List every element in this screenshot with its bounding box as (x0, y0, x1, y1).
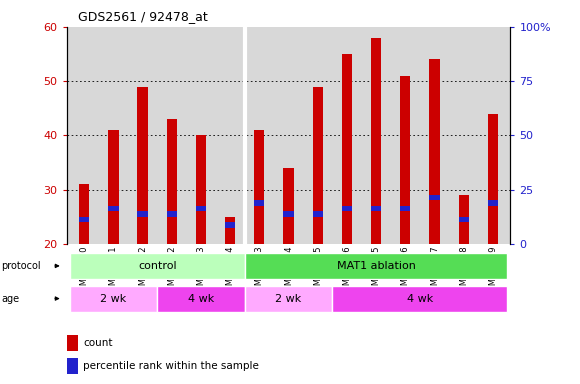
Bar (332, 286, 508, 311)
Bar (313, 211, 323, 217)
Bar (284, 211, 293, 217)
Text: 2 wk: 2 wk (100, 293, 126, 304)
Bar (157, 286, 245, 311)
Bar (459, 217, 469, 222)
Bar (196, 136, 206, 244)
Bar (166, 119, 177, 244)
Bar (254, 200, 264, 206)
Bar (488, 200, 498, 206)
Bar (225, 222, 235, 228)
Text: 2 wk: 2 wk (276, 293, 302, 304)
Bar (79, 184, 89, 244)
Text: percentile rank within the sample: percentile rank within the sample (83, 361, 259, 371)
Bar (108, 206, 118, 211)
Text: GDS2561 / 92478_at: GDS2561 / 92478_at (78, 10, 208, 23)
Bar (459, 195, 469, 244)
Bar (313, 86, 323, 244)
Bar (70, 286, 157, 311)
Bar (400, 206, 411, 211)
Bar (371, 206, 381, 211)
Text: count: count (83, 338, 113, 348)
Bar (166, 211, 177, 217)
Text: MAT1 ablation: MAT1 ablation (336, 261, 415, 271)
Bar (225, 217, 235, 244)
Bar (137, 86, 148, 244)
Bar (488, 114, 498, 244)
Bar (342, 206, 352, 211)
Text: control: control (138, 261, 176, 271)
Bar (67, 358, 78, 374)
Bar (400, 76, 411, 244)
Text: protocol: protocol (1, 261, 41, 271)
Text: 4 wk: 4 wk (188, 293, 214, 304)
Bar (137, 211, 148, 217)
Bar (67, 335, 78, 351)
Text: 4 wk: 4 wk (407, 293, 433, 304)
Bar (245, 253, 508, 279)
Bar (342, 54, 352, 244)
Bar (245, 286, 332, 311)
Text: age: age (1, 293, 19, 304)
Bar (108, 130, 118, 244)
Bar (284, 168, 293, 244)
Bar (254, 130, 264, 244)
Bar (70, 253, 245, 279)
Bar (79, 217, 89, 222)
Bar (429, 195, 440, 200)
Bar (196, 206, 206, 211)
Bar (429, 60, 440, 244)
Bar (371, 38, 381, 244)
